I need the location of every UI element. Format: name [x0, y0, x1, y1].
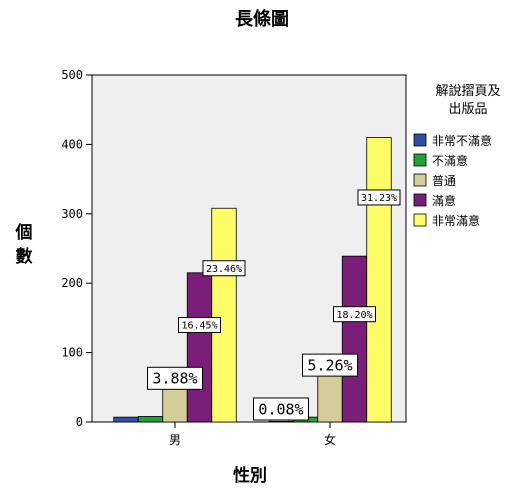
data-label-text: 31.23%	[361, 193, 397, 204]
y-tick-label: 200	[61, 276, 83, 290]
y-axis-title-line-1: 個	[15, 222, 33, 243]
bar-1-series-5	[211, 207, 237, 423]
data-label-box	[357, 189, 401, 206]
bar-2-series-3	[317, 373, 343, 423]
legend-title-line-1: 解說摺頁及	[435, 83, 500, 99]
chart-title: 長條圖	[235, 8, 289, 30]
legend-swatch-1	[413, 133, 427, 147]
bar-1-series-3	[162, 386, 188, 423]
data-label: 18.20%	[333, 306, 376, 323]
data-label-group: 3.88% 16.45% 23.46% 0.08% 5.26% 18.20% 31.23%	[147, 189, 401, 421]
x-tick-label: 男	[169, 433, 181, 447]
legend-swatch-2	[413, 153, 427, 167]
x-axis-title: 性別	[233, 465, 267, 486]
data-label: 3.88%	[147, 366, 203, 390]
data-label-box	[253, 397, 309, 421]
data-label-text: 5.26%	[307, 357, 352, 375]
legend-swatch-5	[413, 213, 427, 227]
bar-1-series-1	[113, 416, 139, 423]
bar-2-series-5	[366, 137, 392, 423]
data-label-text: 3.88%	[152, 370, 197, 388]
legend-label-2: 不滿意	[432, 153, 468, 168]
data-label-text: 0.08%	[258, 400, 303, 418]
legend-label-1: 非常不滿意	[432, 133, 492, 148]
y-axis-title-line-2: 數	[16, 246, 33, 267]
y-tick-label: 400	[61, 137, 83, 151]
bar-1-series-2	[137, 416, 164, 423]
data-label-box	[147, 366, 203, 390]
bar-2-series-4	[341, 255, 368, 423]
legend-title-line-2: 出版品	[448, 102, 487, 117]
data-label-text: 16.45%	[181, 321, 217, 332]
data-label: 5.26%	[302, 353, 358, 377]
data-label-box	[333, 306, 376, 323]
x-axis: 男女	[169, 422, 336, 447]
data-label: 23.46%	[202, 260, 246, 277]
data-label-text: 23.46%	[206, 264, 242, 275]
x-tick-label: 女	[324, 432, 336, 447]
legend-label-4: 滿意	[432, 193, 456, 208]
y-tick-label: 500	[61, 68, 83, 82]
data-label: 0.08%	[253, 397, 309, 421]
legend-swatch-4	[413, 193, 427, 207]
data-label-box	[178, 317, 221, 334]
data-label-box	[202, 260, 246, 277]
bar-series-group	[113, 137, 392, 423]
legend-label-5: 非常滿意	[432, 213, 480, 228]
y-axis: 0 100 200 300 400 500	[61, 68, 93, 429]
y-tick-label: 100	[61, 346, 83, 360]
data-label: 31.23%	[357, 189, 401, 206]
data-label: 16.45%	[178, 317, 221, 334]
data-label-text: 18.20%	[336, 310, 372, 321]
bar-2-series-1	[268, 420, 294, 423]
bar-1-series-4	[186, 272, 213, 423]
y-tick-label: 0	[76, 415, 83, 429]
legend-swatch-3	[413, 173, 427, 187]
y-tick-label: 300	[61, 207, 83, 221]
legend-label-3: 普通	[432, 174, 456, 188]
data-label-box	[302, 353, 358, 377]
